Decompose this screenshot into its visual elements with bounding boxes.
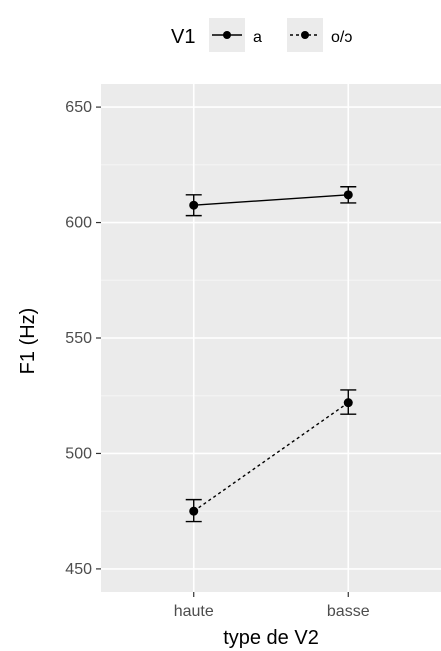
y-tick-label: 550 [65,330,92,347]
legend-label: o/ɔ [331,29,352,46]
series-layer [185,186,357,523]
x-tick-label: haute [174,603,214,620]
legend-key-point [223,31,231,39]
series-a [185,186,357,217]
y-axis: 450 500 550 600 650 [65,99,101,578]
series-line [193,194,349,206]
y-tick-label: 650 [65,99,92,116]
grid-minor [101,164,441,512]
series-o-open-o [185,389,357,523]
y-tick-label: 600 [65,215,92,232]
x-axis-label: type de V2 [223,627,319,649]
data-point [189,506,199,516]
data-point [343,190,353,200]
series-line [193,402,349,512]
x-tick-label: basse [327,603,370,620]
legend: V1 a o/ɔ [171,18,352,52]
y-tick-label: 500 [65,445,92,462]
legend-key-point [301,31,309,39]
x-axis: haute basse [174,592,370,620]
data-point [189,200,199,210]
legend-title: V1 [171,26,195,48]
y-axis-label: F1 (Hz) [17,308,39,375]
y-tick-label: 450 [65,561,92,578]
data-point [343,398,353,408]
legend-label: a [253,29,262,46]
